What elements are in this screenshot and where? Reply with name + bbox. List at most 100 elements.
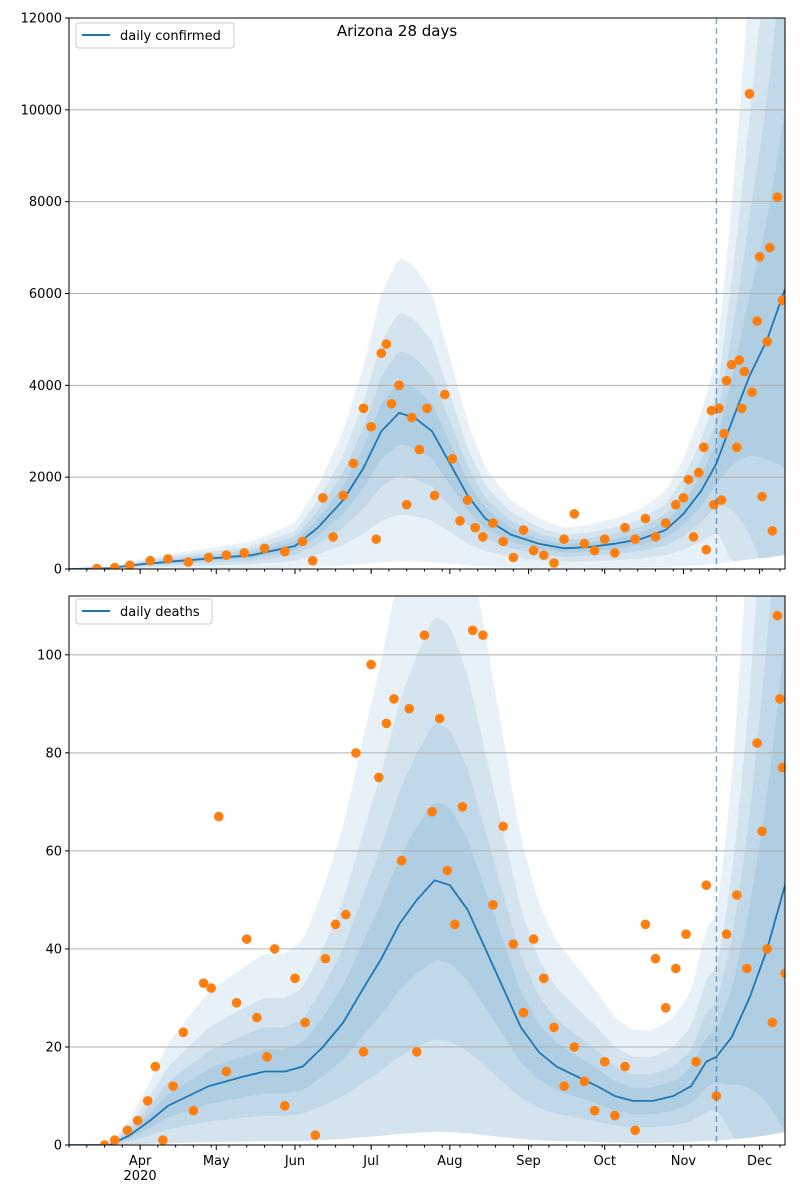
deaths-data-point: [671, 963, 681, 974]
deaths-data-point: [752, 738, 762, 748]
deaths-data-point: [214, 811, 224, 822]
confirmed-data-point: [455, 516, 465, 526]
confirmed-y-tick-label: 12000: [21, 12, 62, 27]
deaths-data-point: [467, 625, 478, 636]
deaths-data-point: [681, 929, 691, 939]
deaths-data-point: [178, 1027, 189, 1038]
confirmed-data-point: [125, 560, 135, 569]
confirmed-y-tick-label: 4000: [29, 379, 62, 394]
deaths-data-point: [777, 762, 785, 773]
deaths-data-point: [442, 865, 453, 876]
confirmed-data-point: [706, 405, 717, 416]
deaths-legend-box: [75, 598, 213, 625]
confirmed-data-point: [734, 355, 745, 365]
confirmed-data-point: [721, 375, 732, 386]
deaths-data-point: [742, 963, 752, 974]
confirmed-data-point: [549, 558, 559, 568]
deaths-x-tick-label: 2020: [124, 1169, 157, 1184]
confirmed-data-point: [744, 89, 755, 99]
deaths-x-tick-label: May: [203, 1154, 230, 1169]
confirmed-data-point: [508, 552, 519, 563]
confirmed-data-point: [401, 499, 412, 510]
confirmed-data-point: [470, 522, 481, 533]
confirmed-data-point: [737, 403, 747, 414]
confirmed-y-axis: 0 2000 4000 6000 8000 10000 12000: [21, 12, 69, 578]
deaths-legend: daily deaths: [75, 598, 213, 625]
deaths-data-point: [630, 1125, 640, 1136]
confirmed-data-point: [407, 412, 417, 423]
deaths-data-point: [620, 1061, 630, 1072]
confirmed-data-point: [732, 442, 742, 453]
deaths-data-point: [396, 855, 407, 866]
confirmed-data-point: [163, 554, 173, 564]
confirmed-data-point: [297, 536, 308, 547]
deaths-data-point: [640, 919, 651, 930]
deaths-legend-label: daily deaths: [120, 605, 200, 620]
deaths-band-1: [69, 635, 785, 1145]
deaths-y-tick-label: 60: [45, 844, 62, 859]
confirmed-data-point: [589, 545, 600, 556]
confirmed-band-2: [69, 18, 785, 569]
deaths-data-point: [775, 694, 785, 704]
confirmed-data-point: [757, 491, 767, 502]
confirmed-data-point: [620, 522, 630, 533]
deaths-band-3: [69, 596, 785, 1145]
confirmed-points-layer: [92, 89, 785, 569]
deaths-x-tick-label: Oct: [593, 1154, 615, 1169]
deaths-line: [69, 879, 785, 1145]
confirmed-data-point: [678, 493, 689, 503]
deaths-data-point: [767, 1017, 778, 1028]
confirmed-data-point: [109, 562, 120, 569]
deaths-data-point: [358, 1047, 369, 1057]
deaths-x-tick-label: Aug: [437, 1154, 462, 1169]
deaths-y-tick-label: 100: [37, 648, 62, 663]
deaths-data-point: [109, 1135, 120, 1145]
deaths-data-point: [381, 718, 392, 729]
deaths-data-point: [241, 934, 252, 944]
confirmed-data-point: [348, 458, 359, 469]
deaths-data-point: [559, 1081, 569, 1091]
deaths-y-tick-label: 20: [45, 1040, 62, 1055]
confirmed-data-point: [610, 548, 620, 558]
confirmed-data-point: [599, 534, 610, 544]
confirmed-data-point: [422, 403, 432, 414]
deaths-data-point: [539, 973, 549, 984]
deaths-data-point: [610, 1110, 620, 1121]
deaths-data-point: [330, 919, 341, 930]
deaths-x-tick-label: Dec: [747, 1154, 772, 1169]
confirmed-data-point: [328, 532, 338, 542]
deaths-data-point: [508, 939, 519, 949]
confirmed-data-point: [239, 548, 249, 558]
deaths-data-point: [569, 1042, 580, 1052]
deaths-data-point: [99, 1140, 110, 1145]
confirmed-legend-box: [75, 22, 235, 49]
deaths-data-point: [300, 1017, 310, 1028]
deaths-data-point: [427, 806, 437, 817]
deaths-data-point: [599, 1056, 610, 1067]
confirmed-data-point: [366, 421, 376, 432]
deaths-data-point: [772, 610, 783, 621]
deaths-data-point: [374, 772, 384, 783]
deaths-data-point: [434, 713, 445, 724]
confirmed-data-point: [640, 513, 651, 524]
confirmed-legend-label: daily confirmed: [120, 29, 221, 44]
confirmed-data-point: [726, 359, 737, 370]
deaths-data-point: [252, 1012, 262, 1023]
confirmed-data-point: [714, 403, 724, 414]
deaths-band-2: [69, 596, 785, 1145]
confirmed-data-point: [539, 550, 549, 560]
confirmed-data-point: [498, 536, 509, 547]
confirmed-data-point: [478, 532, 488, 542]
confirmed-data-point: [488, 518, 498, 528]
confirmed-data-point: [569, 509, 580, 519]
confirmed-y-tick-label: 8000: [29, 195, 62, 210]
confirmed-data-point: [447, 454, 458, 464]
confirmed-data-point: [747, 387, 757, 398]
deaths-data-point: [528, 934, 539, 944]
confirmed-data-point: [381, 339, 392, 349]
deaths-uncertainty-bands: [69, 596, 785, 1145]
confirmed-data-point: [765, 242, 775, 253]
deaths-data-point: [589, 1105, 600, 1116]
confirmed-data-point: [701, 544, 712, 555]
confirmed-data-point: [777, 295, 785, 306]
